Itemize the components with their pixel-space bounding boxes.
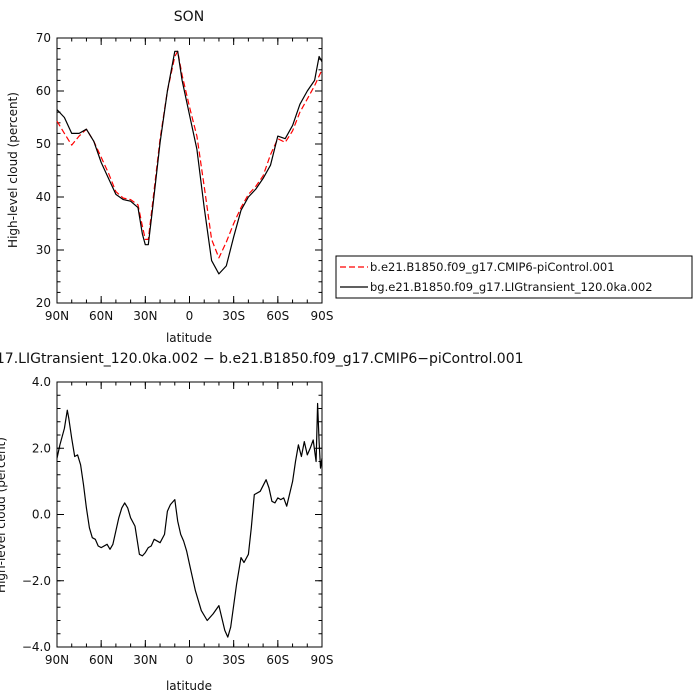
- bottom-x-tick-label: 60S: [266, 653, 289, 667]
- bottom-series-line-1: [56, 402, 323, 638]
- top-y-tick-label: 70: [36, 31, 51, 45]
- top-x-tick-label: 60S: [266, 309, 289, 323]
- top-panel-plot-area: 90N 60N 30N 0 30S 60S 90S 20 30 40 50 60 70: [36, 31, 334, 323]
- legend-box: [335, 255, 693, 299]
- legend-label-1: b.e21.B1850.f09_g17.CMIP6-piControl.001: [370, 260, 615, 274]
- bottom-x-tick-label: 60N: [89, 653, 113, 667]
- top-x-tick-label: 90N: [45, 309, 69, 323]
- bottom-y-tick-label: −4.0: [22, 640, 51, 654]
- top-x-tick-label: 30S: [222, 309, 245, 323]
- bottom-panel-plot-area: 90N 60N 30N 0 30S 60S 90S −4.0 −2.0 0.0 2.0 4.0: [22, 375, 334, 667]
- bottom-frame: [56, 381, 323, 648]
- top-x-tick-label: 90S: [311, 309, 334, 323]
- top-series-line-2: [56, 50, 323, 275]
- bottom-panel-y-axis-label: High-level cloud (percent): [0, 437, 8, 593]
- top-x-tick-label: 30N: [133, 309, 157, 323]
- top-panel: SON High-level cloud (percent) latitude …: [6, 9, 693, 345]
- top-panel-x-axis-label: latitude: [166, 331, 212, 345]
- top-series-line-1: [56, 50, 323, 259]
- bottom-y-tick-label: −2.0: [22, 574, 51, 588]
- bottom-y-tick-label: 2.0: [32, 441, 51, 455]
- bottom-x-tick-label: 30S: [222, 653, 245, 667]
- top-y-tick-label: 50: [36, 137, 51, 151]
- bottom-x-tick-label: 90N: [45, 653, 69, 667]
- top-y-tick-label: 40: [36, 190, 51, 204]
- bottom-x-tick-label: 90S: [311, 653, 334, 667]
- legend: b.e21.B1850.f09_g17.CMIP6-piControl.001b…: [335, 255, 693, 299]
- bottom-panel-x-axis-label: latitude: [166, 679, 212, 693]
- top-y-tick-label: 30: [36, 243, 51, 257]
- top-y-tick-label: 20: [36, 296, 51, 310]
- top-x-tick-label: 60N: [89, 309, 113, 323]
- bottom-panel: bg.e21.B1850.f09_g17.LIGtransient_120.0k…: [0, 351, 524, 693]
- top-panel-y-axis-label: High-level cloud (percent): [6, 92, 20, 248]
- bottom-x-tick-label: 0: [186, 653, 194, 667]
- bottom-x-tick-label: 30N: [133, 653, 157, 667]
- top-x-tick-label: 0: [186, 309, 194, 323]
- top-frame: [56, 37, 323, 304]
- bottom-y-tick-label: 0.0: [32, 508, 51, 522]
- legend-label-2: bg.e21.B1850.f09_g17.LIGtransient_120.0k…: [370, 280, 653, 294]
- bottom-panel-title: bg.e21.B1850.f09_g17.LIGtransient_120.0k…: [0, 351, 524, 367]
- bottom-y-tick-label: 4.0: [32, 375, 51, 389]
- top-y-tick-label: 60: [36, 84, 51, 98]
- top-panel-title: SON: [174, 9, 204, 25]
